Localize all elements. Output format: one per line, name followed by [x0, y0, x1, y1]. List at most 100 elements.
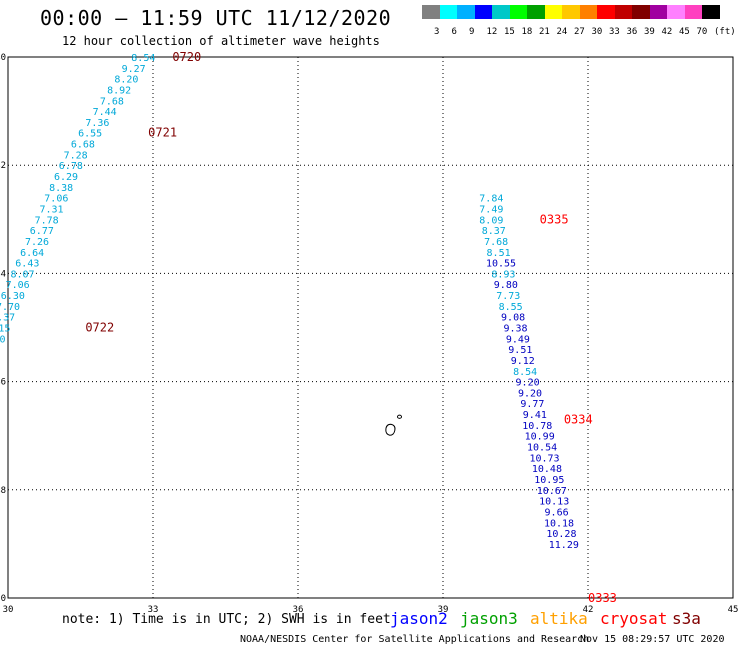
wave-height-value: 9.80 — [494, 280, 518, 291]
wave-height-value: 8.54 — [513, 367, 537, 378]
scale-label: 18 — [521, 27, 533, 37]
island-outline — [397, 414, 402, 419]
wave-height-value: 7.73 — [496, 291, 520, 302]
scale-swatch — [474, 5, 492, 19]
scale-swatch — [667, 5, 685, 19]
lat-tick-label: -48 — [0, 486, 6, 496]
lat-tick-label: -46 — [0, 378, 6, 388]
wave-height-value: 9.41 — [523, 410, 547, 421]
legend-item-cryosat: cryosat — [600, 609, 668, 628]
wave-height-value: 10.73 — [529, 453, 559, 464]
wave-height-value: 7.26 — [25, 237, 49, 248]
pass-time-label: 0333 — [588, 591, 617, 605]
wave-height-value: 6.77 — [30, 226, 54, 237]
wave-height-value: 10.54 — [527, 443, 557, 454]
page-subtitle: 12 hour collection of altimeter wave hei… — [62, 34, 380, 48]
wave-height-value: 9.08 — [501, 313, 525, 324]
legend-item-jason3: jason3 — [460, 609, 518, 628]
legend-item-jason2: jason2 — [390, 609, 448, 628]
wave-height-value: 10.55 — [486, 259, 516, 270]
lon-tick-label: 36 — [293, 605, 304, 615]
wave-height-value: 7.31 — [39, 204, 63, 215]
wave-height-value: 7.70 — [0, 302, 20, 313]
scale-label: 12 — [486, 27, 498, 37]
wave-height-value: 8.20 — [114, 75, 138, 86]
wave-height-value: 10.48 — [532, 464, 562, 475]
wave-height-value: 7.28 — [64, 150, 88, 161]
generated-timestamp: Nov 15 08:29:57 UTC 2020 — [580, 634, 725, 645]
scale-label: 42 — [661, 27, 673, 37]
wave-height-value: 10.78 — [522, 421, 552, 432]
pass-time-label: 0722 — [85, 321, 114, 335]
lon-tick-label: 42 — [583, 605, 594, 615]
wave-height-value: 7.78 — [35, 215, 59, 226]
wave-height-value: 6.55 — [78, 129, 102, 140]
page-title: 00:00 – 11:59 UTC 11/12/2020 — [40, 6, 392, 30]
legend-item-altika: altika — [530, 609, 588, 628]
wave-height-value: 9.38 — [503, 324, 527, 335]
lon-tick-label: 45 — [728, 605, 739, 615]
wave-height-value: 6.78 — [59, 161, 83, 172]
wave-height-value: 8.37 — [482, 226, 506, 237]
wave-height-value: 7.36 — [85, 118, 109, 129]
wave-height-value: 10.28 — [546, 529, 576, 540]
wave-height-value: 7.68 — [100, 96, 124, 107]
scale-swatch — [544, 5, 562, 19]
wave-height-value: 9.20 — [518, 388, 542, 399]
wave-height-value: 7.63 — [0, 345, 1, 356]
scale-swatch — [422, 5, 440, 19]
scale-swatch — [562, 5, 580, 19]
scale-swatch — [527, 5, 545, 19]
scale-swatch — [492, 5, 510, 19]
scale-swatch — [684, 5, 702, 19]
wave-height-value: 6.37 — [0, 313, 15, 324]
wave-height-value: 8.51 — [487, 248, 511, 259]
wave-height-value: 8.54 — [131, 53, 155, 64]
footer-note: note: 1) Time is in UTC; 2) SWH is in fe… — [62, 612, 391, 627]
wave-height-value: 7.15 — [0, 324, 10, 335]
wave-height-value: 6.68 — [71, 140, 95, 151]
wave-height-value: 9.51 — [508, 345, 532, 356]
scale-label: 3 — [434, 27, 440, 37]
scale-swatch — [509, 5, 527, 19]
island-outline — [385, 423, 396, 436]
lon-tick-label: 39 — [438, 605, 449, 615]
scale-swatch — [579, 5, 597, 19]
credit-text: NOAA/NESDIS Center for Satellite Applica… — [240, 634, 590, 645]
scale-label: 33 — [609, 27, 620, 37]
pass-time-label: 0334 — [564, 412, 593, 426]
scale-swatch — [457, 5, 475, 19]
scale-swatch — [632, 5, 650, 19]
scale-swatch — [439, 5, 457, 19]
wave-height-value: 7.06 — [6, 280, 30, 291]
scale-label: (ft) — [714, 27, 736, 37]
wave-height-value: 10.67 — [537, 486, 567, 497]
wave-height-value: 8.55 — [499, 302, 523, 313]
lat-tick-label: -42 — [0, 161, 6, 171]
scale-swatch — [614, 5, 632, 19]
scale-label: 30 — [591, 27, 603, 37]
wave-height-value: 10.18 — [544, 518, 574, 529]
wave-height-value: 9.49 — [506, 334, 530, 345]
scale-label: 24 — [556, 27, 568, 37]
scale-swatch — [702, 5, 720, 19]
wave-height-value: 9.66 — [545, 507, 569, 518]
wave-height-value: 8.09 — [479, 215, 503, 226]
wave-height-value: 6.30 — [1, 291, 25, 302]
scale-label: 21 — [539, 27, 550, 37]
scale-label: 45 — [679, 27, 690, 37]
wave-height-value: 8.07 — [10, 269, 34, 280]
lat-tick-label: -44 — [0, 269, 6, 279]
wave-height-value: 8.38 — [49, 183, 73, 194]
wave-height-value: 7.84 — [479, 194, 503, 205]
scale-label: 9 — [469, 27, 475, 37]
scale-label: 36 — [626, 27, 638, 37]
wave-height-value: 6.43 — [15, 259, 39, 270]
scale-label: 27 — [574, 27, 585, 37]
scale-swatch — [597, 5, 615, 19]
scale-swatch — [649, 5, 667, 19]
wave-height-value: 9.77 — [520, 399, 544, 410]
wave-height-value: 8.93 — [491, 269, 515, 280]
pass-time-label: 0335 — [540, 212, 569, 226]
wave-height-value: 11.29 — [549, 540, 579, 551]
